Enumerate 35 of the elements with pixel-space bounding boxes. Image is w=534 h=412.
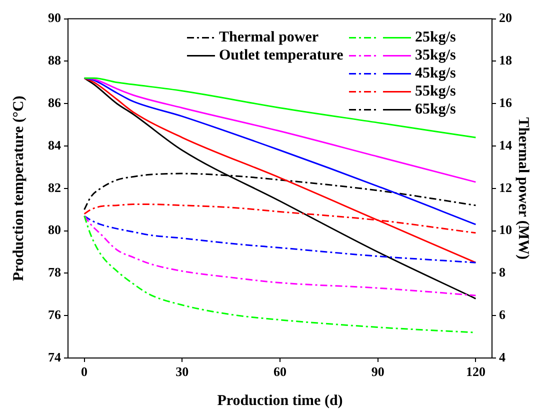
- y2-tick-label: 10: [499, 222, 512, 238]
- y-tick-label: 88: [48, 52, 62, 68]
- annotation: Outlet temperature: [219, 48, 344, 64]
- y2-tick-label: 4: [499, 349, 506, 364]
- y-tick-label: 78: [48, 264, 62, 280]
- x-tick-label: 60: [274, 364, 286, 380]
- legend-label: 55kg/s: [415, 84, 456, 100]
- x-tick-label: 0: [81, 364, 88, 380]
- line-series: [84, 215, 476, 296]
- y-tick-label: 82: [48, 180, 61, 195]
- y-tick-label: 86: [48, 94, 62, 110]
- y2-tick-label: 12: [499, 180, 512, 195]
- y2-tick-label: 16: [499, 94, 512, 110]
- y2-axis-title: Thermal power (MW): [515, 117, 532, 260]
- line-series: [84, 215, 476, 264]
- y2-tick-label: 8: [499, 264, 506, 280]
- y-tick-label: 74: [48, 349, 62, 364]
- legend-label: 65kg/s: [415, 102, 456, 118]
- x-tick-label: 30: [176, 364, 189, 380]
- y2-tick-label: 14: [499, 137, 512, 152]
- y-tick-label: 80: [48, 222, 61, 238]
- x-axis-title: Production time (d): [217, 392, 343, 409]
- legend-label: 25kg/s: [415, 30, 456, 46]
- annotation: Thermal power: [219, 30, 319, 46]
- legend-label: 35kg/s: [415, 48, 456, 64]
- x-tick-label: 120: [466, 364, 486, 380]
- x-tick-label: 90: [371, 364, 384, 380]
- y2-tick-label: 20: [499, 10, 512, 26]
- y2-tick-label: 6: [499, 306, 506, 322]
- y-tick-label: 76: [48, 306, 62, 322]
- y-tick-label: 90: [48, 10, 61, 26]
- y-axis-title: Production temperature (°C): [10, 96, 27, 282]
- legend-label: 45kg/s: [415, 66, 456, 82]
- y-tick-label: 84: [48, 137, 62, 152]
- y2-tick-label: 18: [499, 52, 512, 68]
